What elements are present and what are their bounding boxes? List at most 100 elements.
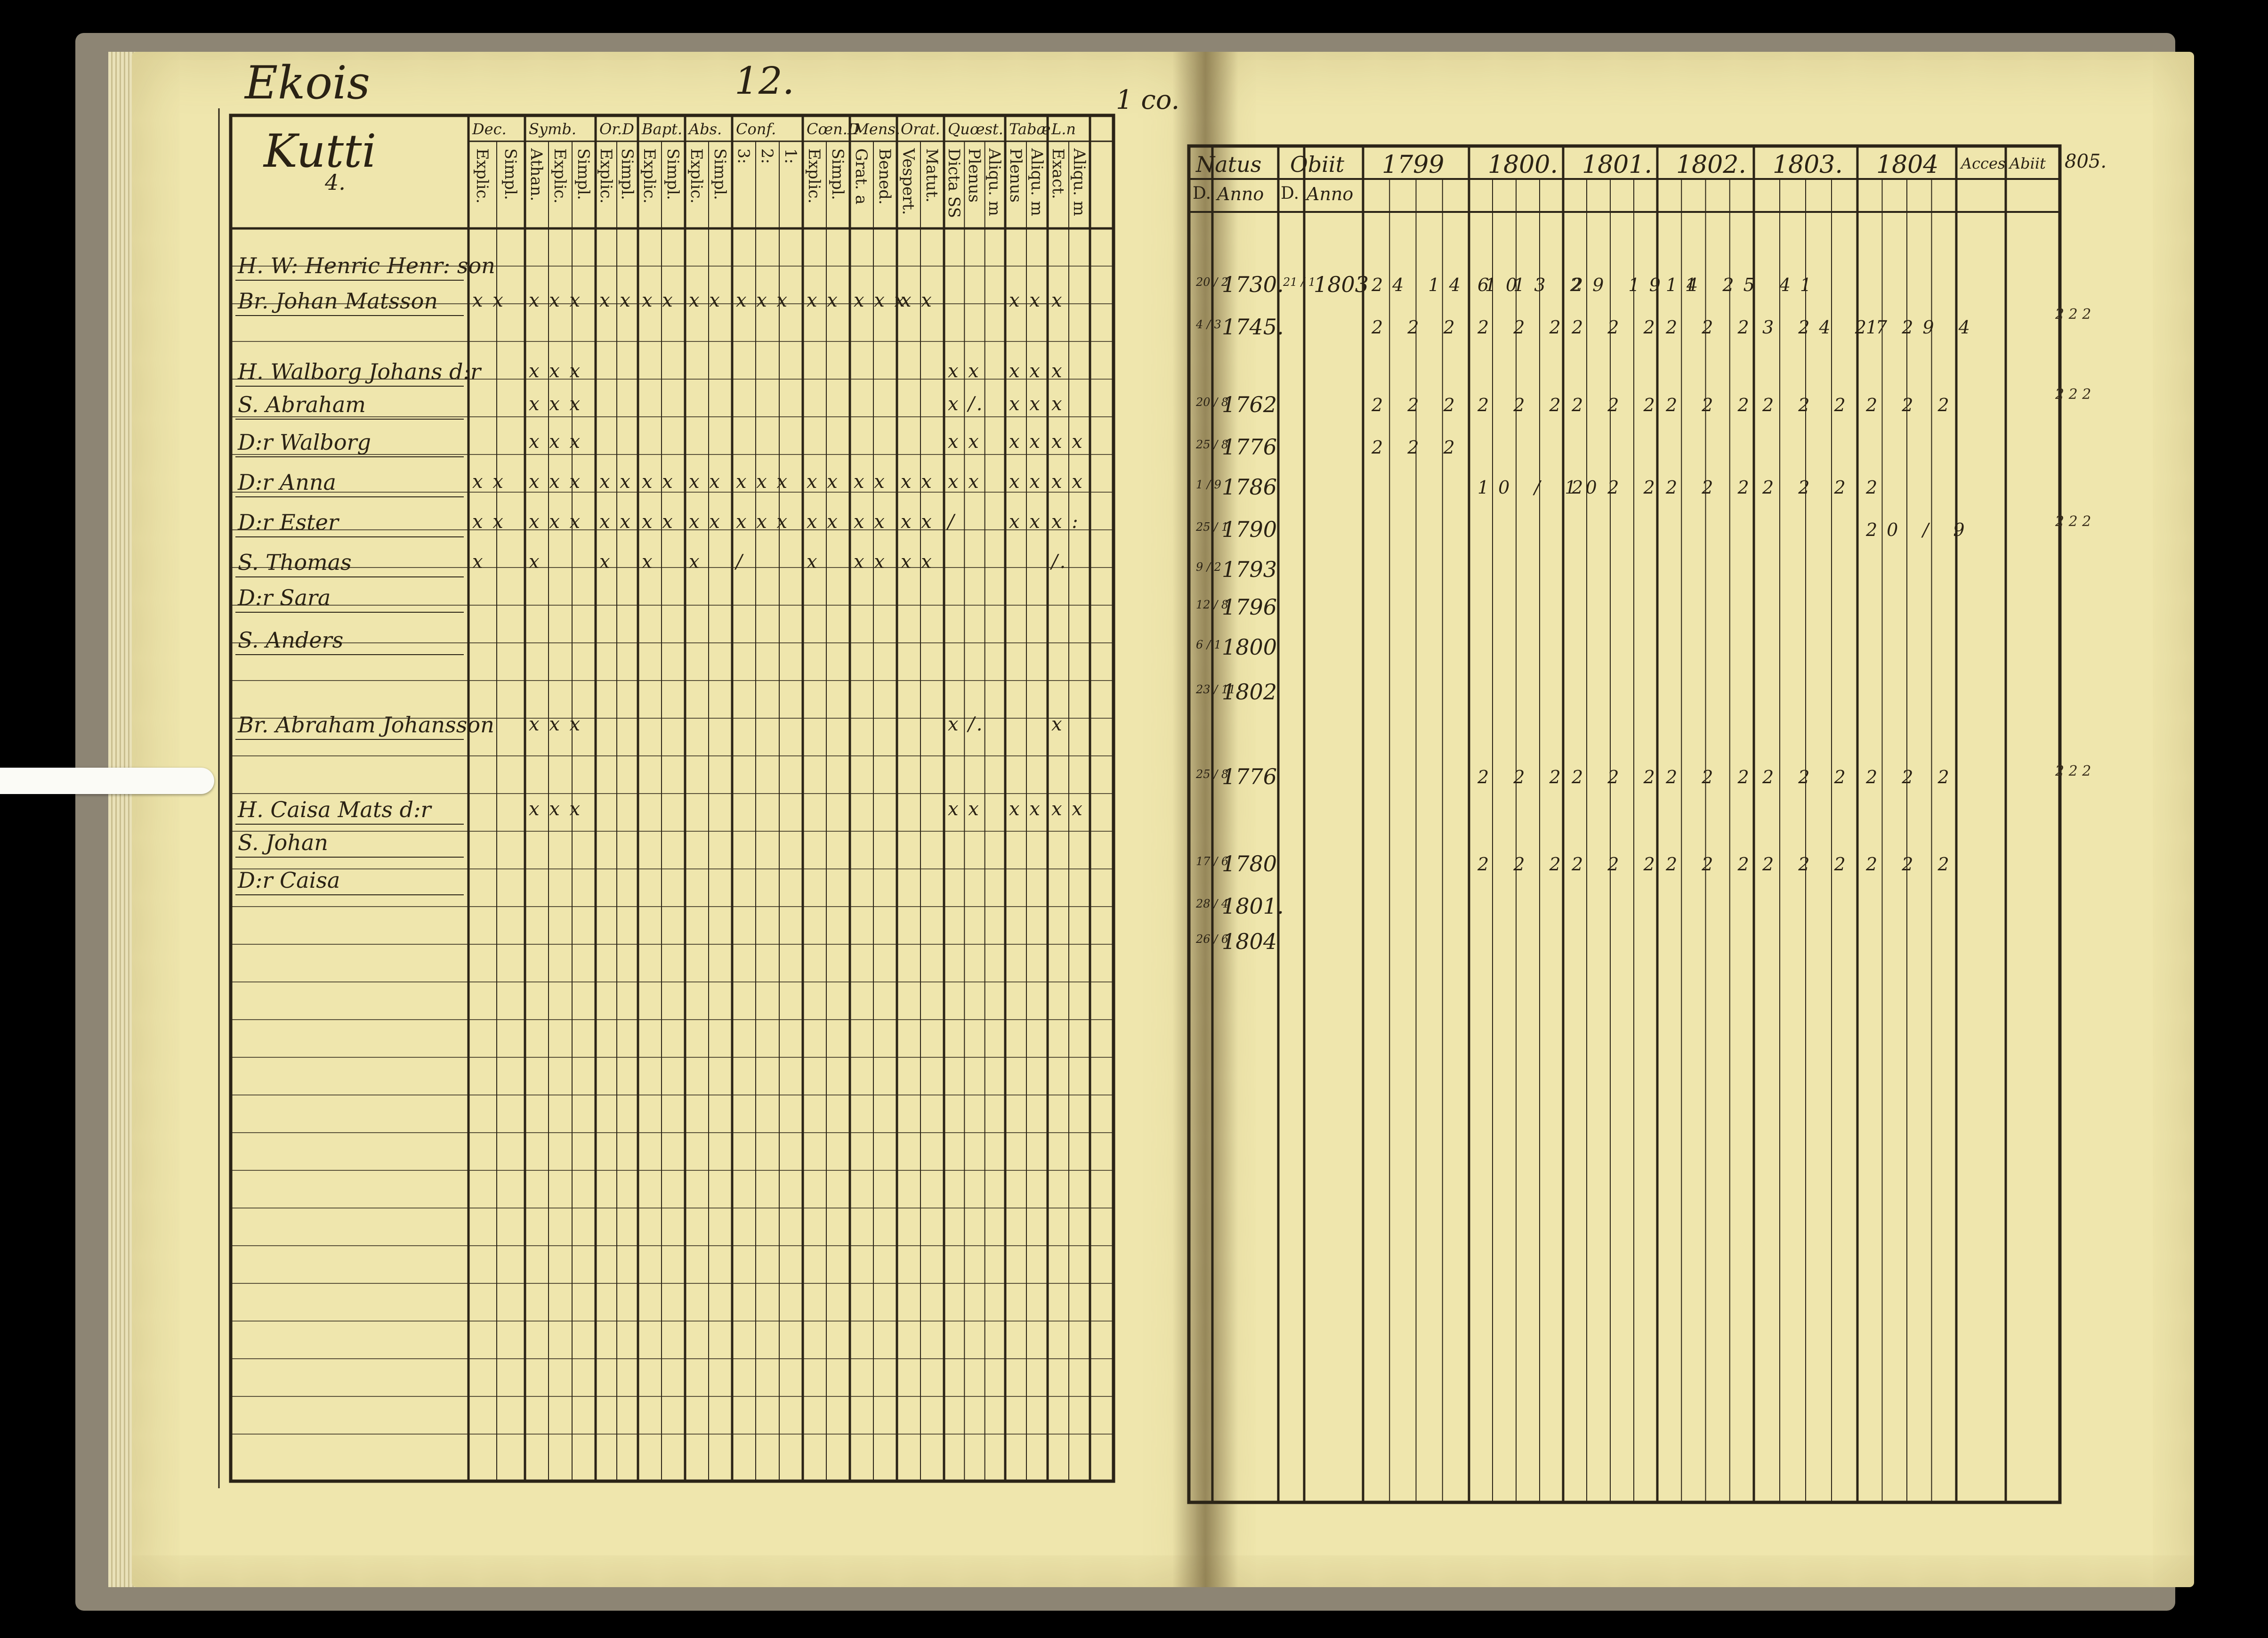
examination-mark: 1 29 4 bbox=[1866, 317, 1979, 338]
column-subheader: Vespert. bbox=[899, 148, 918, 215]
column-subheader: Aliqu. m bbox=[985, 148, 1004, 216]
birth-year: 1802 bbox=[1222, 679, 1277, 705]
examination-mark: 2 bbox=[1866, 477, 1887, 498]
person-name: S. Thomas bbox=[238, 550, 352, 575]
attainment-mark: x x bbox=[472, 471, 505, 493]
attainment-mark: x bbox=[1051, 360, 1064, 382]
person-name: S. Johan bbox=[238, 830, 328, 855]
examination-mark: 14 25 41 bbox=[1666, 275, 1821, 295]
attainment-mark: x x bbox=[854, 551, 887, 573]
person-name: H. Caisa Mats d:r bbox=[238, 797, 431, 822]
attainment-mark: /. bbox=[1051, 551, 1068, 573]
birth-day: 23 / 11 bbox=[1196, 683, 1236, 696]
examination-mark: 2 2 2 bbox=[1477, 395, 1570, 415]
attainment-mark: x bbox=[642, 551, 654, 573]
examination-mark: 29 19 1 bbox=[1572, 275, 1706, 295]
person-name: H. Walborg Johans d:r bbox=[238, 359, 481, 384]
death-day: 21 / 1 bbox=[1283, 276, 1316, 289]
attainment-mark: x x bbox=[1009, 471, 1042, 493]
acces-header: Acces bbox=[1961, 154, 2006, 172]
right-table-border bbox=[1187, 144, 2062, 1504]
birth-day: 1 / 9 bbox=[1196, 478, 1221, 491]
column-subheader: Simpl. bbox=[663, 148, 682, 200]
attainment-mark: x x x bbox=[529, 360, 582, 382]
examination-mark: 2 2 2 bbox=[1866, 767, 1959, 787]
birth-day: 20 / 8 bbox=[1196, 396, 1229, 409]
attainment-mark: x x x bbox=[736, 290, 790, 311]
obiit-header: Obiit bbox=[1290, 152, 1345, 177]
attainment-mark: x x bbox=[1009, 393, 1042, 415]
examination-mark: 2 2 2 bbox=[1762, 477, 1855, 498]
attainment-mark: x x x bbox=[529, 431, 582, 453]
attainment-mark: x x bbox=[807, 290, 839, 311]
person-name: Br. Abraham Johansson bbox=[238, 712, 494, 738]
column-header-9: Quœst. bbox=[948, 120, 1003, 138]
attainment-mark: x : bbox=[1051, 511, 1080, 533]
attainment-mark: x bbox=[472, 551, 485, 573]
examination-mark: 2 2 2 bbox=[1666, 854, 1759, 875]
day-subheader: D. bbox=[1281, 184, 1299, 203]
homestead-name: Kutti bbox=[264, 125, 377, 178]
left-table-border bbox=[229, 114, 1115, 1483]
attainment-mark: x x bbox=[1009, 431, 1042, 453]
attainment-mark: x x x bbox=[854, 290, 907, 311]
attainment-mark: x x bbox=[1051, 798, 1084, 820]
attainment-mark: x x bbox=[1009, 511, 1042, 533]
examination-mark: 2 2 2 bbox=[1372, 317, 1464, 338]
book-gutter bbox=[1172, 52, 1238, 1587]
examination-mark: 20 / 9 bbox=[1866, 519, 1974, 540]
attainment-mark: x bbox=[1051, 290, 1064, 311]
attainment-mark: x x bbox=[1009, 798, 1042, 820]
column-header-6: Cœn.D bbox=[807, 120, 860, 138]
attainment-mark: x bbox=[1051, 714, 1064, 735]
attainment-mark: x x bbox=[901, 511, 934, 533]
examination-mark: 2 2 2 bbox=[1477, 767, 1570, 787]
person-name: D:r Anna bbox=[238, 470, 336, 495]
column-subheader: Explic. bbox=[596, 148, 615, 204]
examination-mark: 2 2 2 bbox=[1477, 854, 1570, 875]
attainment-mark: x x bbox=[599, 290, 632, 311]
attainment-mark: x x x bbox=[529, 290, 582, 311]
examination-mark: 2 2 2 bbox=[1372, 437, 1464, 458]
column-header-5: Conf. bbox=[736, 120, 776, 138]
column-subheader: Athan. bbox=[527, 148, 546, 202]
anno-subheader: Anno bbox=[1217, 184, 1264, 204]
attainment-mark: x x bbox=[854, 511, 887, 533]
column-subheader: Simpl. bbox=[828, 148, 847, 200]
examination-mark: 2 2 2 bbox=[1666, 767, 1759, 787]
attainment-mark: x x bbox=[472, 290, 505, 311]
column-subheader: Simpl. bbox=[501, 148, 520, 200]
attainment-mark: x bbox=[599, 551, 612, 573]
column-header-8: Orat. bbox=[901, 120, 940, 138]
person-name: D:r Caisa bbox=[238, 868, 340, 893]
birth-year: 1796 bbox=[1222, 594, 1277, 620]
examination-mark: 2 2 2 bbox=[1572, 395, 1664, 415]
examination-mark: 2 2 2 bbox=[1666, 477, 1759, 498]
column-subheader: Plenus bbox=[965, 148, 984, 203]
attainment-mark: x x bbox=[1009, 290, 1042, 311]
column-subheader: Explic. bbox=[687, 148, 706, 204]
margin-note: 805. bbox=[2065, 151, 2107, 172]
column-header-4: Abs. bbox=[689, 120, 722, 138]
examination-mark: 2 2 2 bbox=[1572, 767, 1664, 787]
examination-mark: 2 2 2 bbox=[1666, 317, 1759, 338]
birth-year: 1801. bbox=[1222, 893, 1284, 919]
birth-day: 17 / 6 bbox=[1196, 855, 1229, 868]
margin-note: 2 2 2 bbox=[2055, 513, 2091, 530]
examination-mark: 2 2 2 bbox=[1762, 395, 1855, 415]
natus-header: Natus bbox=[1196, 152, 1262, 177]
attainment-mark: x x x bbox=[736, 471, 790, 493]
attainment-mark: x bbox=[529, 551, 541, 573]
attainment-mark: x x bbox=[948, 360, 981, 382]
margin-note: 2 2 2 bbox=[2055, 306, 2091, 323]
page-number: 12. bbox=[734, 59, 795, 103]
year-header: 1799 bbox=[1382, 151, 1445, 179]
attainment-mark: x x bbox=[599, 471, 632, 493]
column-subheader: Simpl. bbox=[574, 148, 593, 200]
birth-year: 1762 bbox=[1222, 392, 1277, 417]
examination-mark: 10 / 10 bbox=[1477, 477, 1606, 498]
birth-day: 25 / 8 bbox=[1196, 438, 1229, 451]
person-name: D:r Sara bbox=[238, 585, 331, 610]
year-header: 1801. bbox=[1582, 151, 1652, 179]
